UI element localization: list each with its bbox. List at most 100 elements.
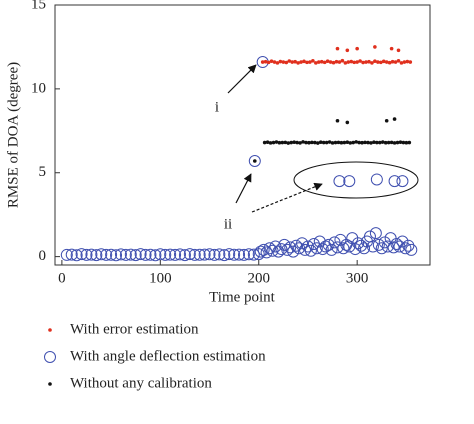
point [218, 249, 231, 262]
point [396, 235, 409, 248]
point [298, 141, 302, 145]
point [198, 248, 211, 261]
point [358, 59, 362, 63]
point [263, 59, 268, 64]
point [355, 46, 359, 51]
point [277, 140, 282, 145]
point [139, 248, 152, 261]
point [183, 248, 196, 261]
point [322, 60, 327, 65]
point [325, 59, 330, 63]
point [339, 140, 344, 145]
arrow [227, 64, 257, 94]
point [319, 59, 324, 64]
annotation: ii [224, 216, 232, 232]
point [287, 59, 292, 63]
point [364, 60, 368, 64]
point [85, 248, 98, 261]
y-tick-label: 15 [31, 0, 46, 12]
point [269, 59, 274, 63]
point [257, 243, 270, 256]
point [378, 60, 383, 65]
point [351, 140, 356, 145]
point [164, 248, 177, 261]
point [378, 140, 382, 145]
point [352, 60, 357, 65]
point [349, 59, 354, 64]
point [265, 140, 270, 145]
point [337, 242, 350, 255]
point [392, 117, 397, 121]
legend-marker [48, 328, 52, 332]
point [304, 140, 308, 145]
point [392, 141, 397, 145]
point [281, 60, 286, 64]
point [100, 248, 113, 261]
point [169, 248, 182, 261]
point [310, 140, 314, 145]
point [398, 140, 403, 145]
point [372, 140, 376, 145]
point [296, 61, 300, 65]
point [144, 248, 157, 261]
point [389, 140, 394, 145]
legend-label: With error estimation [70, 321, 199, 337]
point [331, 241, 344, 254]
point [345, 120, 350, 125]
point [407, 140, 412, 145]
point [110, 249, 123, 262]
point [402, 239, 415, 252]
plot-area [60, 45, 418, 262]
point [331, 60, 336, 65]
point [395, 140, 400, 145]
point [80, 248, 93, 261]
point [384, 118, 389, 123]
point [105, 248, 118, 261]
point [355, 60, 359, 64]
point [343, 175, 356, 188]
point [299, 243, 311, 256]
point [149, 249, 162, 262]
point [375, 140, 379, 145]
point [404, 140, 409, 145]
point [396, 48, 401, 53]
point [354, 140, 358, 144]
point [361, 60, 365, 65]
point [95, 248, 108, 261]
point [237, 248, 250, 261]
point [260, 60, 265, 64]
point [284, 241, 297, 254]
point [313, 140, 317, 145]
point [154, 248, 167, 261]
point [318, 140, 323, 145]
point [159, 248, 172, 261]
point [367, 59, 371, 64]
point [65, 248, 78, 261]
legend-label: Without any calibration [70, 375, 212, 391]
point [342, 140, 347, 145]
point [373, 45, 377, 49]
point [60, 248, 73, 261]
point [247, 248, 260, 261]
plot-frame [54, 4, 431, 266]
point [275, 243, 288, 256]
y-axis-label: RMSE of DOA (degree) [5, 62, 21, 208]
point [307, 140, 311, 145]
point [307, 238, 320, 251]
point [272, 245, 285, 258]
point [372, 238, 385, 251]
point [314, 61, 318, 65]
point [304, 244, 317, 257]
point [134, 248, 147, 261]
point [363, 140, 367, 145]
point [348, 141, 353, 145]
point [188, 248, 201, 261]
point [388, 175, 401, 188]
point [390, 59, 395, 64]
point [335, 46, 340, 51]
point [321, 140, 326, 145]
point [289, 140, 294, 145]
point [75, 248, 88, 261]
point [337, 60, 342, 64]
